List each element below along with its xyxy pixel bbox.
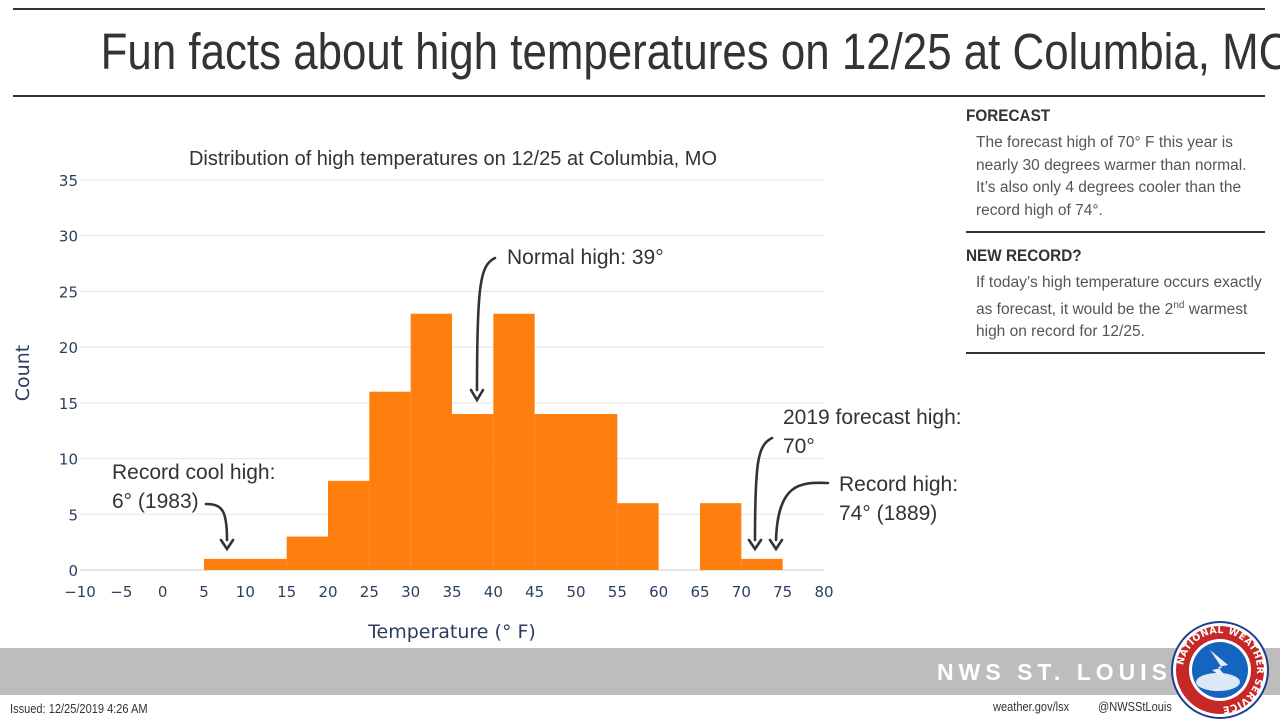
annotation-text: Record high: (839, 473, 958, 496)
twitter-handle[interactable]: @NWSStLouis (1098, 699, 1172, 714)
annotation-text: 6° (1983) (112, 490, 199, 513)
x-tick-label: 40 (484, 583, 503, 601)
annotation-text: 2019 forecast high: (783, 406, 960, 429)
arrow-record-cool-head (219, 538, 235, 552)
x-tick-labels: −10 −5 0 5 10 15 20 25 30 35 40 45 50 55 60 65 70 75 80 (64, 583, 833, 601)
record-text: If today’s high temperature occurs exact… (976, 272, 1268, 344)
record-heading: NEW RECORD? (966, 246, 1082, 265)
arrow-forecast-head (747, 538, 763, 552)
annotation-text: Normal high: 39° (507, 246, 664, 269)
annotations: Record cool high: 6° (1983) Normal high: 3… (112, 246, 960, 525)
y-tick-label: 15 (59, 395, 78, 413)
annotation-text: 70° (783, 435, 815, 458)
histogram-bars (204, 313, 783, 570)
issued-timestamp: Issued: 12/25/2019 4:26 AM (10, 701, 148, 716)
y-axis-label: Count (12, 345, 34, 401)
x-tick-label: −5 (110, 583, 132, 601)
arrow-normal (475, 256, 497, 392)
arrow-record-high-head (768, 538, 784, 552)
record-text-part2: warmest high on record for 12/25. (976, 300, 1248, 341)
histogram-bar (286, 536, 328, 570)
x-tick-label: 25 (360, 583, 379, 601)
y-tick-label: 5 (68, 506, 78, 524)
record-divider (966, 351, 1265, 354)
x-tick-label: 10 (236, 583, 255, 601)
top-rule (13, 8, 1265, 10)
y-tick-label: 10 (59, 451, 78, 469)
nws-logo: NATIONAL WEATHER SERVICE (1171, 621, 1269, 719)
x-tick-label: 80 (814, 583, 833, 601)
x-tick-label: 15 (277, 583, 296, 601)
record-text-sup: nd (1173, 299, 1185, 311)
annotation-arrows (204, 256, 830, 552)
x-tick-label: −10 (64, 583, 96, 601)
y-tick-label: 20 (59, 339, 78, 357)
footer-bar (0, 648, 1280, 695)
histogram-bar (534, 414, 618, 570)
record-text-part1: If today’s high temperature occurs exact… (976, 274, 1262, 318)
x-tick-label: 70 (732, 583, 751, 601)
website-link[interactable]: weather.gov/lsx (993, 699, 1070, 714)
histogram-bar (617, 503, 659, 570)
y-tick-label: 25 (59, 283, 78, 301)
annotation-text: Record cool high: (112, 461, 275, 484)
annotation-text: 74° (1889) (839, 502, 937, 525)
forecast-heading: FORECAST (966, 106, 1051, 125)
y-tick-label: 30 (59, 228, 78, 246)
histogram-bar (328, 480, 370, 570)
histogram-bar (369, 391, 411, 570)
title-rule (13, 95, 1265, 97)
forecast-divider (966, 231, 1265, 233)
page-title: Fun facts about high temperatures on 12/… (100, 23, 1280, 80)
x-tick-label: 60 (649, 583, 668, 601)
histogram-bar (204, 558, 287, 570)
histogram-bar (741, 558, 783, 570)
histogram-bar (452, 414, 494, 570)
arrow-record-high (774, 481, 830, 542)
x-tick-label: 65 (690, 583, 709, 601)
forecast-text: The forecast high of 70° F this year is … (976, 134, 1247, 219)
x-tick-label: 50 (566, 583, 585, 601)
histogram-chart: Distribution of high temperatures on 12/… (12, 148, 960, 643)
x-tick-label: 30 (401, 583, 420, 601)
arrow-normal-head (469, 388, 485, 403)
x-tick-label: 55 (608, 583, 627, 601)
histogram-bar (700, 503, 742, 570)
x-tick-label: 35 (442, 583, 461, 601)
chart-title: Distribution of high temperatures on 12/… (189, 148, 717, 170)
x-tick-label: 75 (773, 583, 792, 601)
arrow-record-cool (204, 502, 229, 542)
x-tick-label: 45 (525, 583, 544, 601)
record-panel: NEW RECORD? If today’s high temperature … (966, 246, 1265, 354)
x-tick-label: 0 (158, 583, 168, 601)
footer-brand: NWS ST. LOUIS (937, 659, 1172, 685)
x-tick-label: 5 (199, 583, 209, 601)
arrow-forecast (753, 436, 774, 542)
y-tick-labels: 0 5 10 15 20 25 30 35 (59, 172, 78, 580)
forecast-panel: FORECAST The forecast high of 70° F this… (966, 106, 1265, 233)
x-axis-label: Temperature (° F) (367, 621, 536, 643)
histogram-bar (410, 313, 452, 570)
y-tick-label: 35 (59, 172, 78, 190)
x-tick-label: 20 (318, 583, 337, 601)
histogram-bar (493, 313, 535, 570)
y-tick-label: 0 (68, 562, 78, 580)
